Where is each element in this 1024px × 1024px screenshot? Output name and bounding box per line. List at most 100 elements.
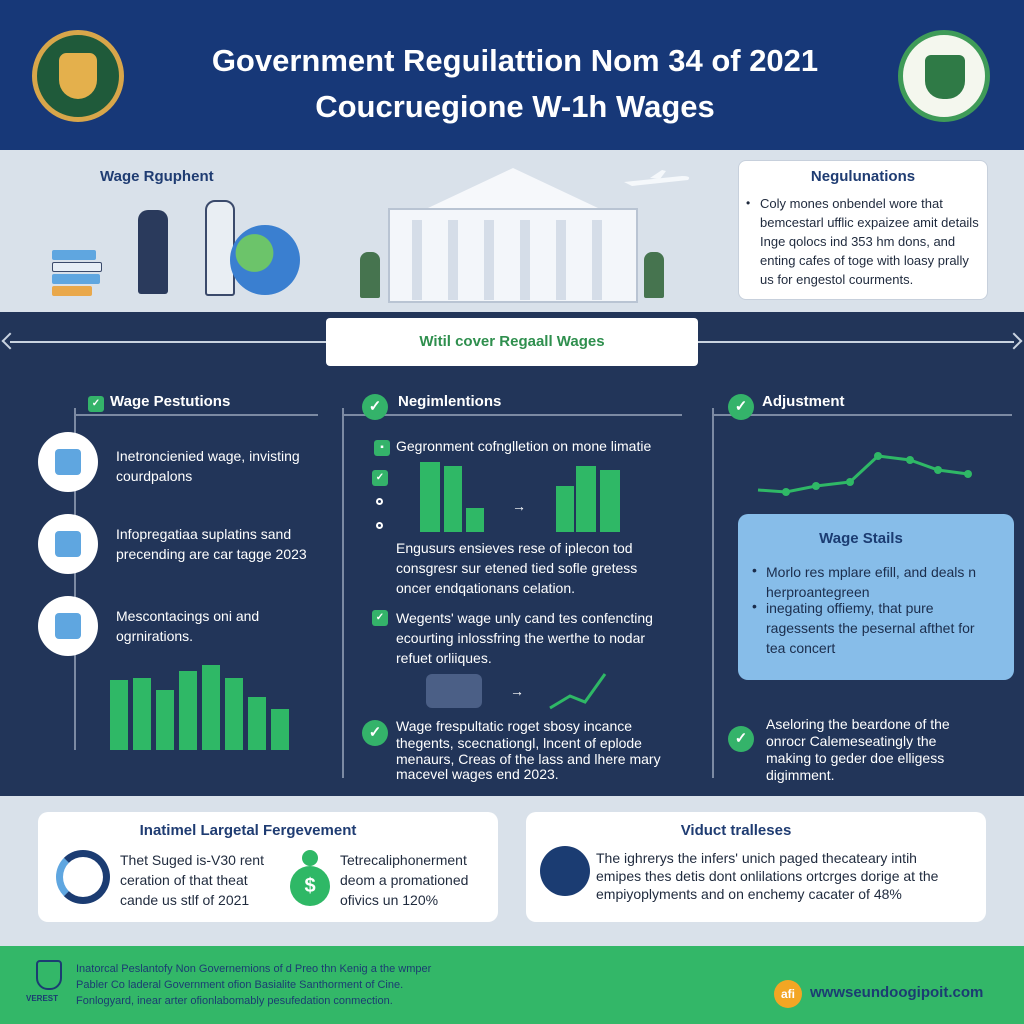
people-trend-icon: → [426, 673, 607, 710]
left-item-text: courdpalons [116, 468, 193, 484]
card-title: Inatimel Largetal Fergevement [139, 822, 357, 839]
left-column-title: Wage Pestutions [110, 393, 231, 410]
header-bar [0, 0, 1024, 150]
card-text: The ighrerys the infers' unich paged the… [596, 850, 917, 866]
card-text: cande us stlf of 2021 [120, 892, 250, 908]
middle-column-title: Negimlentions [398, 393, 502, 410]
middle-paragraph: Engusurs ensieves rese of iplecon tod [396, 540, 633, 556]
check-icon: ✓ [728, 726, 754, 752]
chart-bar [179, 671, 197, 750]
soldier-icon [360, 252, 380, 298]
wage-stats-text: inegating offiemy, that pure ragessents … [766, 600, 975, 656]
regulations-title: Negulunations [810, 168, 916, 185]
adjustment-line-chart [757, 452, 972, 496]
footer-text: Fonlogyard, inear arter ofionlabomably p… [76, 995, 393, 1007]
middle-paragraph: oncer endqationans celation. [396, 580, 576, 596]
person-icon [540, 846, 590, 896]
airplane-icon [624, 170, 690, 186]
check-icon: ▪ [374, 440, 390, 456]
left-item-text: Mescontacings oni and [116, 608, 260, 624]
middle-paragraph: menaurs, Creas of the lass and lhere mar… [396, 751, 661, 767]
card-text: Tetrecaliphonerment [340, 852, 467, 868]
check-icon: ✓ [88, 396, 104, 412]
wage-stats-box [738, 514, 1014, 680]
chart-icon [38, 432, 98, 492]
footer [0, 946, 1024, 1024]
footer-url-link[interactable]: wwwseundoogipoit.com [810, 984, 984, 1001]
chart-bar [110, 680, 128, 750]
card-text: empiyoplyments and on enchemy cacater of… [596, 886, 902, 902]
dollar-icon: $ [290, 866, 330, 906]
left-item-text: ogrnirations. [116, 628, 194, 644]
right-paragraph: Aseloring the beardone of the [766, 716, 950, 732]
bullet-icon [376, 498, 383, 505]
globe-icon [230, 225, 300, 295]
middle-paragraph: thegents, scecnationgl, lncent of eplode [396, 735, 642, 751]
chart-bar [225, 678, 243, 750]
footer-text: Pabler Co laderal Government ofion Basia… [76, 979, 404, 991]
check-icon: ✓ [372, 610, 388, 626]
chart-bar [466, 508, 484, 532]
divider [712, 414, 1012, 416]
shield-icon [36, 960, 62, 990]
chart-bar [156, 690, 174, 750]
chart-bar [444, 466, 462, 532]
card-text: Thet Suged is-V30 rent [120, 852, 264, 868]
divider [342, 414, 682, 416]
wage-stats-title: Wage Stails [819, 530, 903, 547]
card-text: ofivics un 120% [340, 892, 439, 908]
soldier-icon [644, 252, 664, 298]
books-icon [52, 250, 112, 296]
wage-stats-text: Morlo res mplare efill, and deals n herp… [766, 564, 977, 600]
card-title: Viduct tralleses [680, 822, 792, 839]
businessman-icon [205, 200, 235, 296]
regulations-text: Coly mones onbendel wore that bemcestarl… [760, 196, 979, 287]
bullet-icon: • [752, 598, 757, 614]
money-icon [302, 850, 318, 866]
middle-intro-text: Gegronment cofnglletion on mone limatie [396, 438, 652, 454]
right-paragraph: making to geder doe elligess [766, 750, 945, 766]
chart-bar [248, 697, 266, 750]
right-column-frame [712, 408, 714, 778]
check-icon: ✓ [362, 394, 388, 420]
middle-paragraph: ecourting inlossfring the werthe to noda… [396, 630, 646, 646]
card-text: deom a promationed [340, 872, 469, 888]
bank-icon [38, 596, 98, 656]
government-building-icon [388, 168, 638, 303]
government-seal-right [898, 30, 990, 122]
middle-paragraph: Wegents' wage unly cand tes confencting [396, 610, 653, 626]
chart-bar [556, 486, 574, 532]
middle-paragraph: consgresr sur etened tied sofle gretess [396, 560, 638, 576]
chart-bar [600, 470, 620, 532]
bullet-icon [376, 522, 383, 529]
check-icon: ✓ [362, 720, 388, 746]
banner-label: Witil cover Regaall Wages [326, 318, 698, 366]
middle-column-frame [342, 408, 344, 778]
bullet-icon: • [752, 562, 757, 578]
right-paragraph: onrocr Calemeseatingly the [766, 733, 937, 749]
tralleses-card [526, 812, 986, 922]
left-item-text: Inetroncienied wage, invisting [116, 448, 300, 464]
divider [74, 414, 318, 416]
middle-paragraph: Wage frespultatic roget sbosy incance [396, 718, 633, 734]
right-paragraph: digimment. [766, 767, 835, 783]
chart-bar [202, 665, 220, 750]
chart-bar [133, 678, 151, 750]
right-column-title: Adjustment [762, 393, 845, 410]
government-seal-left [32, 30, 124, 122]
regulations-box [738, 160, 988, 300]
document-icon [38, 514, 98, 574]
card-text: ceration of that theat [120, 872, 248, 888]
footer-text: Inatorcal Peslantofy Non Governemions of… [76, 963, 432, 975]
arrow-right-icon: → [512, 498, 526, 514]
left-item-text: precending are car tagge 2023 [116, 546, 307, 562]
chart-bar [420, 462, 440, 532]
svg-text:→: → [510, 683, 524, 699]
left-column-frame [74, 408, 76, 750]
left-item-text: Infopregatiaa suplatins sand [116, 526, 292, 542]
chart-bar [576, 466, 596, 532]
page-subtitle: Coucruegione W-1h Wages [315, 89, 715, 124]
check-icon: ✓ [728, 394, 754, 420]
chart-bar [271, 709, 289, 750]
clock-icon [56, 850, 110, 904]
